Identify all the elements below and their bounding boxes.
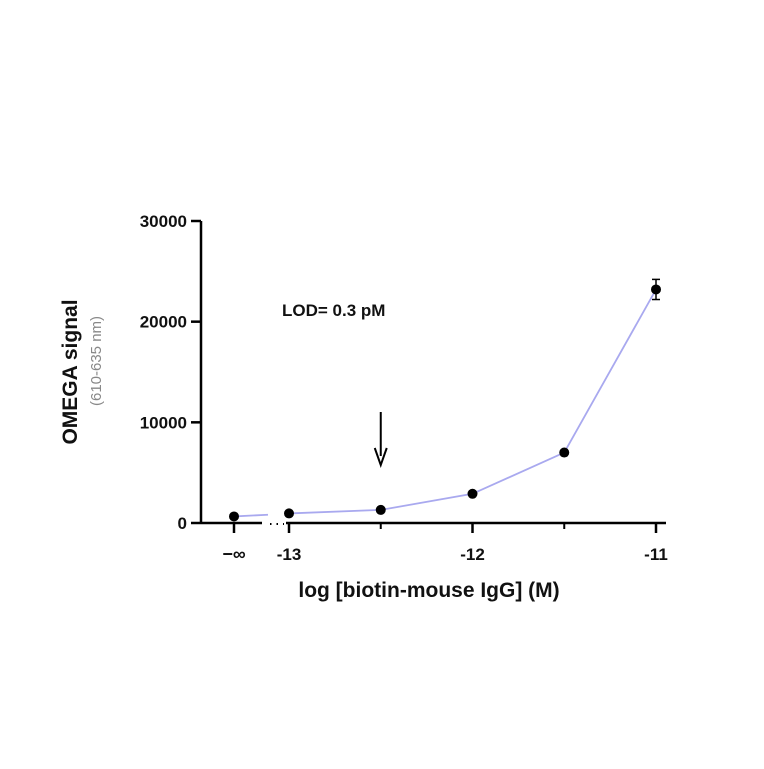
x-tick-label: -13 <box>277 545 302 564</box>
x-tick-label: -11 <box>644 545 668 564</box>
data-point <box>375 504 386 515</box>
series-group <box>229 278 661 522</box>
y-tick-label: 20000 <box>140 313 187 332</box>
labels: LOD= 0.3 pM log [biotin-mouse IgG] (M) OME… <box>59 299 560 602</box>
x-tick-label-break: −∞ <box>222 544 246 564</box>
data-point <box>559 447 570 458</box>
data-point <box>467 488 478 499</box>
y-tick-label: 0 <box>178 514 187 533</box>
y-tick-label: 10000 <box>140 413 187 432</box>
data-point-baseline <box>229 511 239 522</box>
series-line <box>288 289 657 515</box>
baseline-line-segment <box>233 513 269 518</box>
data-point <box>651 284 661 295</box>
lod-arrow-head <box>373 447 388 469</box>
axes <box>199 221 666 525</box>
data-point <box>284 508 294 519</box>
y-tick-label: 30000 <box>140 212 187 231</box>
ticks: 0 10000 20000 30000 −∞ -13 -12 -11 <box>140 212 668 564</box>
x-tick-label: -12 <box>460 545 485 564</box>
y-axis-label: OMEGA signal <box>59 299 82 444</box>
x-axis-label: log [biotin-mouse IgG] (M) <box>298 579 559 602</box>
annotation-lod: LOD= 0.3 pM <box>282 301 385 320</box>
y-axis-sublabel: (610-635 nm) <box>88 316 105 406</box>
